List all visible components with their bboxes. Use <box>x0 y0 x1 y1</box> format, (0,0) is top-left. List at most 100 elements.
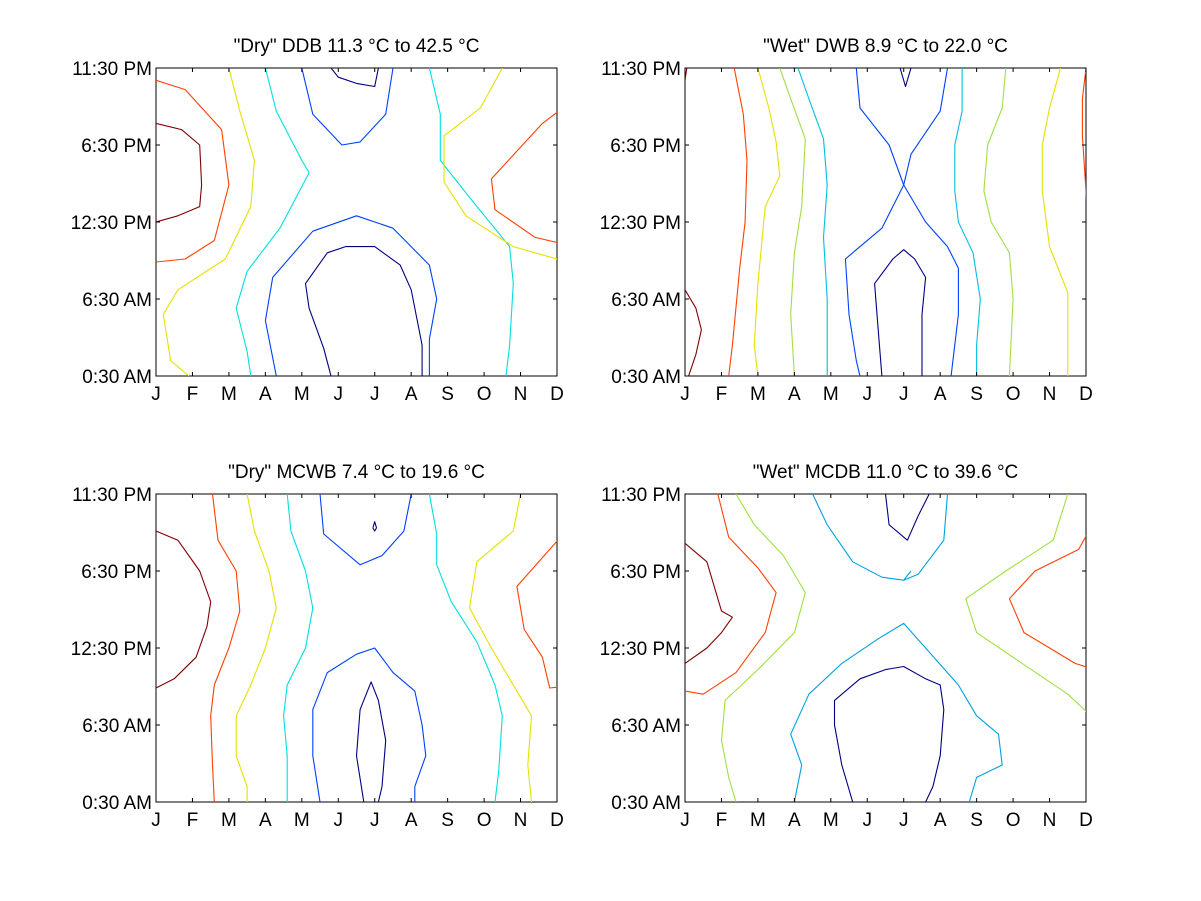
contour-line <box>884 494 930 541</box>
panel-wet-mcdb: "Wet" MCDB 11.0 °C to 39.6 °C J F M A M J J A S O N… <box>600 462 1104 831</box>
contour-line <box>156 122 203 223</box>
contour-line <box>162 68 255 376</box>
contour-line <box>235 68 310 376</box>
y-tick-label: 6:30 AM <box>82 290 152 311</box>
x-tick-label: D <box>1079 810 1093 831</box>
x-tick-label: A <box>259 810 272 831</box>
x-tick-label: J <box>899 810 909 831</box>
x-tick-label: S <box>970 384 983 405</box>
x-tick-label: O <box>477 810 492 831</box>
y-tick-label: 6:30 AM <box>611 290 681 311</box>
contour-line <box>264 215 438 376</box>
contour-line <box>844 68 905 376</box>
contour-line <box>210 494 241 802</box>
x-tick-label: O <box>477 384 492 405</box>
x-tick-label: A <box>405 384 418 405</box>
contour-lines <box>156 68 557 376</box>
x-tick-label: F <box>187 384 199 405</box>
contour-line <box>1081 68 1086 201</box>
panel-dry-ddb: "Dry" DDB 11.3 °C to 42.5 °C J F M A M J J A S O N D… <box>71 36 564 405</box>
contour-line <box>156 530 212 689</box>
contour-line <box>443 68 557 260</box>
contour-line <box>312 647 427 802</box>
x-tick-label: F <box>716 384 728 405</box>
contour-line <box>833 665 945 802</box>
contour-line <box>874 249 927 376</box>
contour-line <box>283 494 314 802</box>
contour-line <box>1041 68 1069 376</box>
contour-line <box>812 494 912 581</box>
contour-line <box>685 494 777 695</box>
y-tick-label: 6:30 PM <box>81 136 152 157</box>
x-tick-label: S <box>441 384 454 405</box>
contour-line <box>983 68 1014 376</box>
contour-line <box>1093 580 1104 599</box>
contour-line <box>797 68 828 376</box>
contour-line <box>954 68 981 376</box>
y-tick-label: 12:30 PM <box>71 639 152 660</box>
x-tick-label: A <box>259 384 272 405</box>
contour-line <box>903 68 959 376</box>
x-tick-label: J <box>334 384 344 405</box>
y-tick-label: 0:30 AM <box>611 793 681 814</box>
contour-line <box>516 540 557 689</box>
contour-line <box>319 494 412 566</box>
y-tick-label: 0:30 AM <box>82 367 152 388</box>
x-tick-label: M <box>823 384 839 405</box>
y-tick-label: 11:30 PM <box>72 485 152 506</box>
contour-line <box>720 494 806 802</box>
x-tick-label: O <box>1006 810 1021 831</box>
contour-line <box>903 494 949 581</box>
contour-line <box>685 289 702 376</box>
y-tick-label: 11:30 PM <box>601 485 681 506</box>
contour-line <box>728 68 748 376</box>
y-tick-label: 12:30 PM <box>600 213 681 234</box>
contour-line <box>753 68 781 376</box>
contour-line <box>965 494 1086 713</box>
contour-line <box>685 542 733 664</box>
x-tick-label: D <box>1079 384 1093 405</box>
y-tick-label: 6:30 AM <box>611 716 681 737</box>
x-tick-label: F <box>716 810 728 831</box>
x-tick-label: J <box>151 384 161 405</box>
y-tick-label: 6:30 AM <box>82 716 152 737</box>
panel-wet-dwb: "Wet" DWB 8.9 °C to 22.0 °C J F M A M J J A S O N D 0… <box>600 36 1105 405</box>
contour-lines <box>156 494 557 802</box>
y-tick-label: 6:30 PM <box>610 562 681 583</box>
x-tick-label: A <box>405 810 418 831</box>
contour-line <box>372 521 378 532</box>
contour-line <box>685 68 688 81</box>
contour-line <box>301 68 394 146</box>
x-tick-label: O <box>1006 384 1021 405</box>
x-tick-label: N <box>514 810 528 831</box>
contour-line <box>1085 610 1086 612</box>
contour-lines <box>685 494 1104 802</box>
chart-title: "Wet" DWB 8.9 °C to 22.0 °C <box>763 36 1008 57</box>
x-tick-label: A <box>934 810 947 831</box>
x-tick-label: J <box>370 384 380 405</box>
x-tick-label: A <box>934 384 947 405</box>
y-tick-label: 11:30 PM <box>72 59 152 80</box>
x-tick-label: J <box>334 810 344 831</box>
contour-line <box>468 494 533 802</box>
plot-frame <box>684 493 1087 803</box>
x-tick-label: J <box>899 384 909 405</box>
panel-dry-mcwb: "Dry" MCWB 7.4 °C to 19.6 °C J F M A M J J A S O N D… <box>71 462 564 831</box>
y-tick-label: 0:30 AM <box>611 367 681 388</box>
y-tick-label: 0:30 AM <box>82 793 152 814</box>
plot-frame <box>155 67 558 377</box>
y-tick-label: 6:30 PM <box>610 136 681 157</box>
x-tick-label: D <box>550 384 564 405</box>
x-tick-label: N <box>514 384 528 405</box>
x-tick-label: D <box>550 810 564 831</box>
contour-line <box>790 622 1003 802</box>
y-tick-label: 12:30 PM <box>600 639 681 660</box>
x-tick-label: N <box>1043 810 1057 831</box>
y-tick-label: 11:30 PM <box>601 59 681 80</box>
contour-line <box>1101 213 1105 228</box>
x-tick-label: A <box>788 810 801 831</box>
x-tick-label: M <box>823 810 839 831</box>
contour-line <box>156 79 230 263</box>
contour-line <box>235 494 277 802</box>
